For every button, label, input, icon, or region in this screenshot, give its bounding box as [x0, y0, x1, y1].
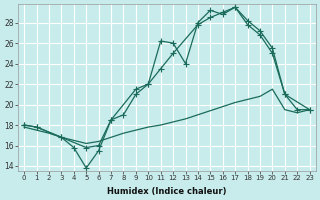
X-axis label: Humidex (Indice chaleur): Humidex (Indice chaleur) — [107, 187, 227, 196]
